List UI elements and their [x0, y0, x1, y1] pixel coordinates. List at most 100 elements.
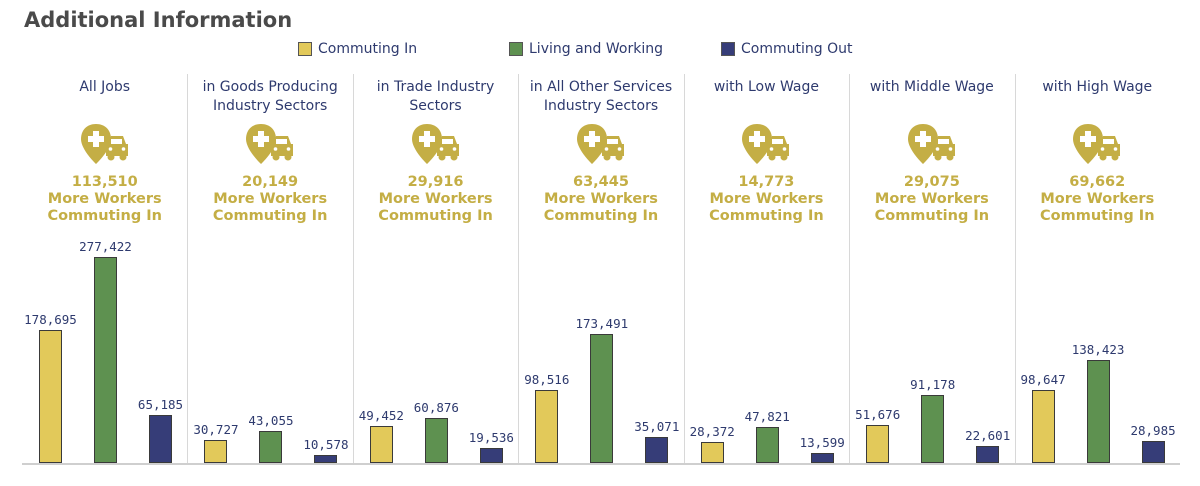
net-commuters-caption: More Workers [709, 191, 824, 207]
bar-living-working[interactable] [259, 431, 283, 463]
panel-divider [1014, 74, 1016, 464]
bar-commuting-out[interactable] [976, 446, 1000, 463]
bar-value-label: 22,601 [965, 428, 1011, 443]
net-commuters-value: 63,445 [573, 174, 629, 190]
bar-living-working[interactable] [1086, 360, 1110, 463]
legend-item-commuting-out[interactable]: Commuting Out [721, 41, 852, 57]
net-commuters-caption: Commuting In [709, 208, 824, 224]
net-commuters-value: 20,149 [242, 174, 299, 190]
panel-divider [352, 74, 354, 464]
bar-living-working[interactable] [921, 395, 945, 463]
panel-title: in Trade Industry Sectors [353, 78, 518, 116]
bar-value-label: 178,695 [24, 312, 77, 327]
bar-value-label: 98,516 [524, 372, 570, 387]
chart-baseline [22, 463, 1180, 465]
legend-label-commuting-in: Commuting In [318, 41, 418, 57]
bar-commuting-in[interactable] [39, 330, 62, 463]
bar-commuting-in[interactable] [535, 390, 559, 463]
panel-title-line-1: with Low Wage [713, 79, 820, 95]
bar-commuting-in[interactable] [204, 440, 228, 463]
panel-divider [187, 74, 189, 464]
net-commuters-caption: Commuting In [47, 208, 162, 224]
chart-panel-5: with Low Wage 14,773 More Workers Commuting… [684, 74, 849, 464]
bar-value-label: 51,676 [855, 407, 901, 422]
panel-title: with Middle Wage [849, 78, 1014, 97]
bar-value-label: 60,876 [413, 400, 459, 415]
legend-swatch-commuting-out [721, 42, 735, 56]
bar-value-label: 98,647 [1020, 372, 1066, 387]
panel-title: in Goods Producing Industry Sectors [187, 78, 352, 116]
net-commuters-value: 29,075 [903, 174, 960, 190]
bar-commuting-out[interactable] [645, 437, 669, 463]
net-commuters-caption: More Workers [874, 191, 989, 207]
bar-value-label: 65,185 [137, 397, 184, 412]
bar-commuting-out[interactable] [149, 415, 172, 463]
bar-value-label: 277,422 [79, 239, 132, 254]
bar-value-label: 28,372 [689, 424, 735, 439]
panel-title-line-1: in Goods Producing [202, 79, 338, 95]
panel-title: with High Wage [1015, 78, 1180, 97]
bar-living-working[interactable] [94, 257, 117, 463]
net-commuters-caption: More Workers [378, 191, 493, 207]
panel-title: with Low Wage [684, 78, 849, 97]
legend-swatch-living-working [509, 42, 523, 56]
bar-value-label: 28,985 [1130, 423, 1176, 438]
net-commuters-caption: More Workers [1040, 191, 1155, 207]
bar-living-working[interactable] [590, 334, 614, 463]
panel-divider [849, 74, 851, 464]
pin-car-icon [246, 124, 294, 164]
bar-commuting-out[interactable] [1141, 441, 1165, 463]
pin-car-icon [742, 124, 790, 164]
chart-panel-1: All Jobs 113,510 More Workers Commuting In 1… [22, 74, 187, 464]
chart-panel-4: in All Other Services Industry Sectors 63,… [518, 74, 683, 464]
bar-value-label: 35,071 [634, 419, 680, 434]
panel-title-line-1: All Jobs [79, 79, 131, 95]
net-commuters-caption: Commuting In [378, 208, 493, 224]
chart-legend: Commuting In Living and Working Commutin… [0, 41, 1200, 61]
bar-commuting-in[interactable] [1031, 390, 1055, 463]
panel-title: in All Other Services Industry Sectors [518, 78, 683, 116]
pin-car-icon [80, 124, 128, 164]
net-commuters-value: 29,916 [407, 174, 464, 190]
bar-living-working[interactable] [755, 427, 779, 463]
net-commuters-value: 69,662 [1069, 174, 1126, 190]
bar-living-working[interactable] [424, 418, 448, 463]
net-commuters-caption: Commuting In [874, 208, 990, 224]
panel-divider [518, 74, 520, 464]
bar-value-label: 30,727 [193, 422, 239, 437]
panel-title-line-2: Sectors [409, 98, 462, 114]
bar-value-label: 138,423 [1071, 342, 1125, 357]
chart-panel-6: with Middle Wage 29,075 More Workers Commut… [849, 74, 1014, 464]
bar-value-label: 49,452 [358, 408, 404, 423]
bar-commuting-out[interactable] [314, 455, 338, 463]
legend-item-living-working[interactable]: Living and Working [509, 41, 663, 57]
bar-value-label: 43,055 [248, 413, 294, 428]
bar-commuting-out[interactable] [810, 453, 834, 463]
panel-divider [683, 74, 685, 464]
legend-item-commuting-in[interactable]: Commuting In [298, 41, 417, 57]
legend-label-commuting-out: Commuting Out [741, 41, 853, 57]
legend-label-living-working: Living and Working [529, 41, 663, 57]
chart-panel-2: in Goods Producing Industry Sectors 20,149… [187, 74, 352, 464]
chart-panel-3: in Trade Industry Sectors 29,916 More Worke… [353, 74, 518, 464]
bar-commuting-in[interactable] [700, 442, 724, 463]
net-commuters-caption: Commuting In [1040, 208, 1155, 224]
panel-title-line-1: with Middle Wage [869, 79, 994, 95]
pin-car-icon [907, 124, 955, 164]
legend-swatch-commuting-in [298, 42, 312, 56]
net-commuters-caption: Commuting In [543, 208, 659, 224]
net-commuters-value: 14,773 [738, 174, 795, 190]
net-commuters-caption: More Workers [544, 191, 658, 207]
net-commuters-caption: More Workers [213, 191, 328, 207]
bar-commuting-out[interactable] [479, 448, 503, 463]
bar-commuting-in[interactable] [369, 426, 393, 463]
bar-value-label: 173,491 [575, 316, 629, 331]
bar-commuting-in[interactable] [866, 425, 890, 463]
panel-title-line-1: in Trade Industry [376, 79, 495, 95]
bar-value-label: 13,599 [799, 435, 845, 450]
bar-value-label: 10,578 [303, 437, 349, 452]
bar-value-label: 91,178 [910, 377, 956, 392]
section-title: Additional Information [24, 8, 293, 32]
net-commuters-caption: Commuting In [212, 208, 328, 224]
chart-panels: All Jobs 113,510 More Workers Commuting In 1… [22, 74, 1180, 464]
